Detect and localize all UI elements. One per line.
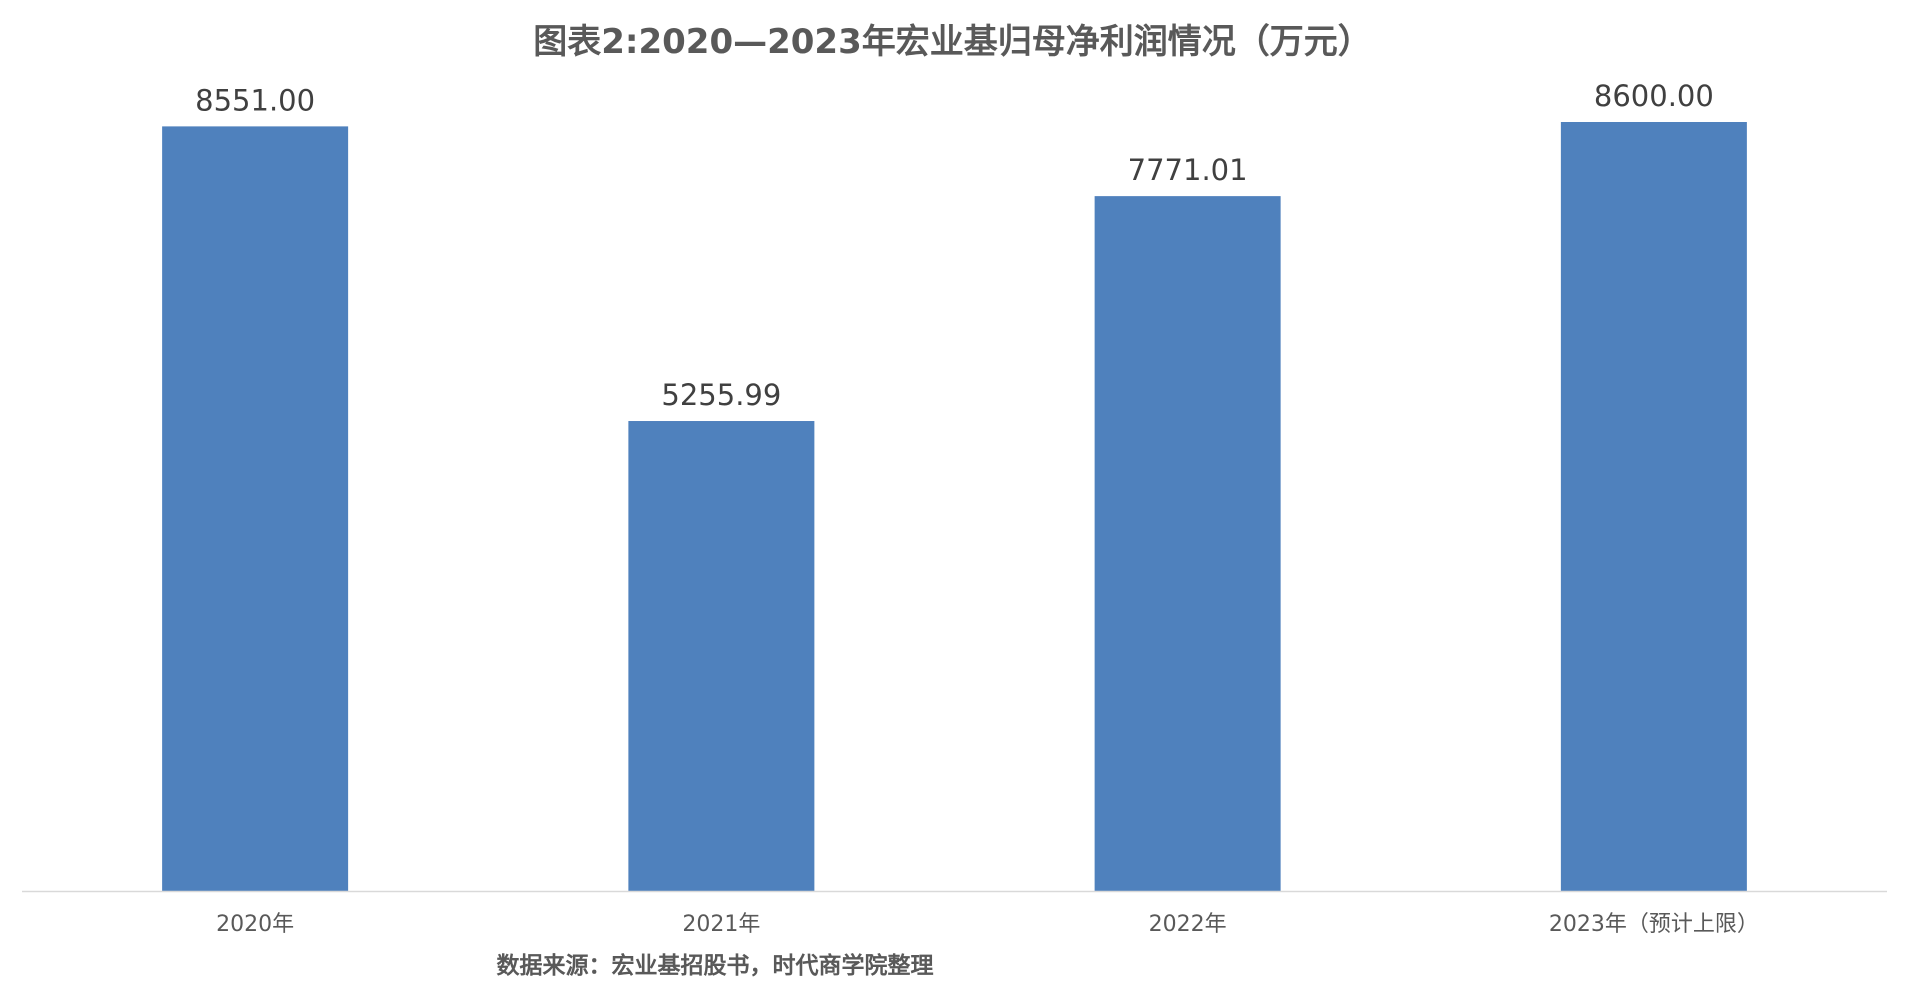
value-labels-layer: 8551.00 5255.99 7771.01 8600.00 xyxy=(195,79,1714,412)
bar-value-label: 8551.00 xyxy=(195,83,315,117)
bar-value-label: 5255.99 xyxy=(661,378,781,412)
bar-value-label: 8600.00 xyxy=(1594,79,1714,113)
bar-3 xyxy=(1094,196,1281,891)
x-tick-label: 2023年（预计上限） xyxy=(1549,912,1759,937)
bars-layer xyxy=(162,122,1747,891)
x-tick-label: 2021年 xyxy=(682,912,760,937)
source-note: 数据来源：宏业基招股书，时代商学院整理 xyxy=(496,952,934,979)
x-tick-label: 2022年 xyxy=(1149,912,1227,937)
bar-2 xyxy=(628,421,815,891)
bar-4 xyxy=(1560,122,1747,891)
bar-value-label: 7771.01 xyxy=(1128,153,1248,187)
bar-1 xyxy=(162,126,349,891)
chart-title: 图表2:2020—2023年宏业基归母净利润情况（万元） xyxy=(533,22,1372,62)
tick-labels-layer: 2020年 2021年 2022年 2023年（预计上限） xyxy=(216,912,1759,937)
x-tick-label: 2020年 xyxy=(216,912,294,937)
